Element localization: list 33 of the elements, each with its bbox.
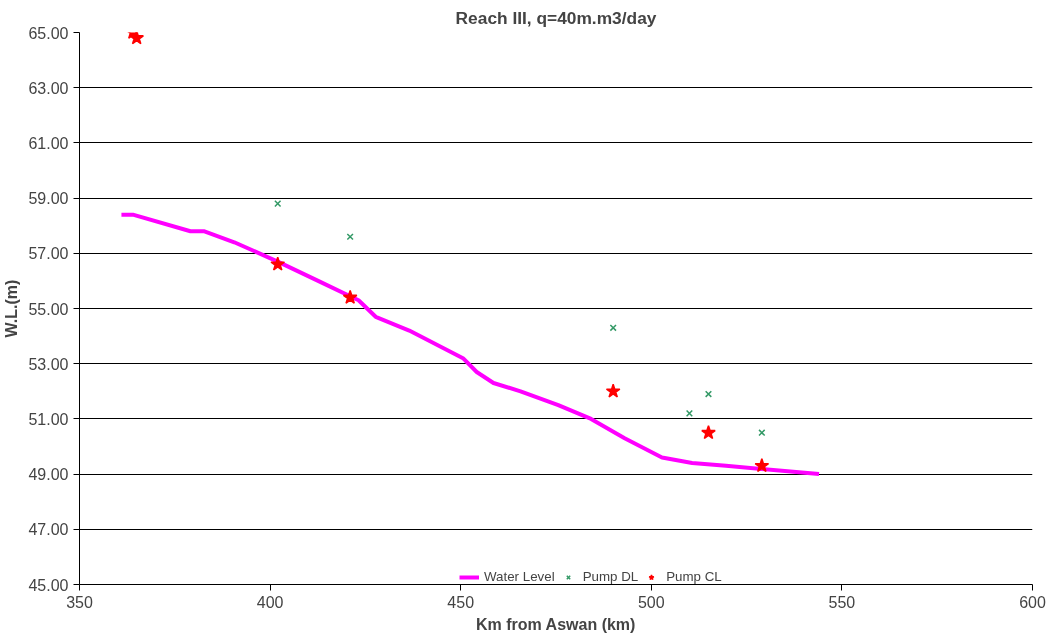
- legend-label: Pump DL: [582, 569, 639, 584]
- x-tick-label: 550: [828, 593, 856, 611]
- y-tick-label: 59.00: [28, 190, 69, 208]
- y-tick-label: 55.00: [28, 300, 69, 318]
- point: [270, 256, 286, 271]
- point: [605, 383, 621, 398]
- x-tick-label: 450: [447, 593, 475, 611]
- y-tick-label: 51.00: [28, 410, 69, 428]
- point: [701, 424, 716, 440]
- x-axis-title: Km from Aswan (km): [475, 615, 636, 633]
- point: [704, 390, 713, 398]
- line-series: [119, 212, 822, 477]
- x-tick-label: 600: [1019, 593, 1046, 611]
- y-axis-title: W.L.(m): [3, 279, 21, 338]
- y-tick-label: 49.00: [28, 466, 69, 484]
- y-tick-label: 65.00: [28, 24, 69, 42]
- point: [685, 409, 693, 417]
- y-tick-label: 53.00: [28, 355, 69, 373]
- point: [754, 458, 770, 473]
- legend-label: Water Level: [484, 569, 555, 584]
- point: [609, 324, 617, 332]
- y-tick-label: 45.00: [28, 576, 69, 594]
- x-tick-label: 350: [66, 593, 93, 611]
- x-tick-label: 400: [256, 593, 284, 611]
- point: [129, 32, 145, 45]
- y-tick-label: 57.00: [28, 245, 69, 263]
- chart-title: Reach III, q=40m.m3/day: [455, 7, 657, 28]
- y-tick-label: 63.00: [28, 79, 69, 97]
- x-tick-label: 500: [637, 593, 665, 611]
- legend-label: Pump CL: [666, 569, 722, 584]
- y-tick-label: 61.00: [28, 134, 69, 152]
- y-tick-label: 47.00: [28, 521, 69, 539]
- point: [342, 289, 358, 304]
